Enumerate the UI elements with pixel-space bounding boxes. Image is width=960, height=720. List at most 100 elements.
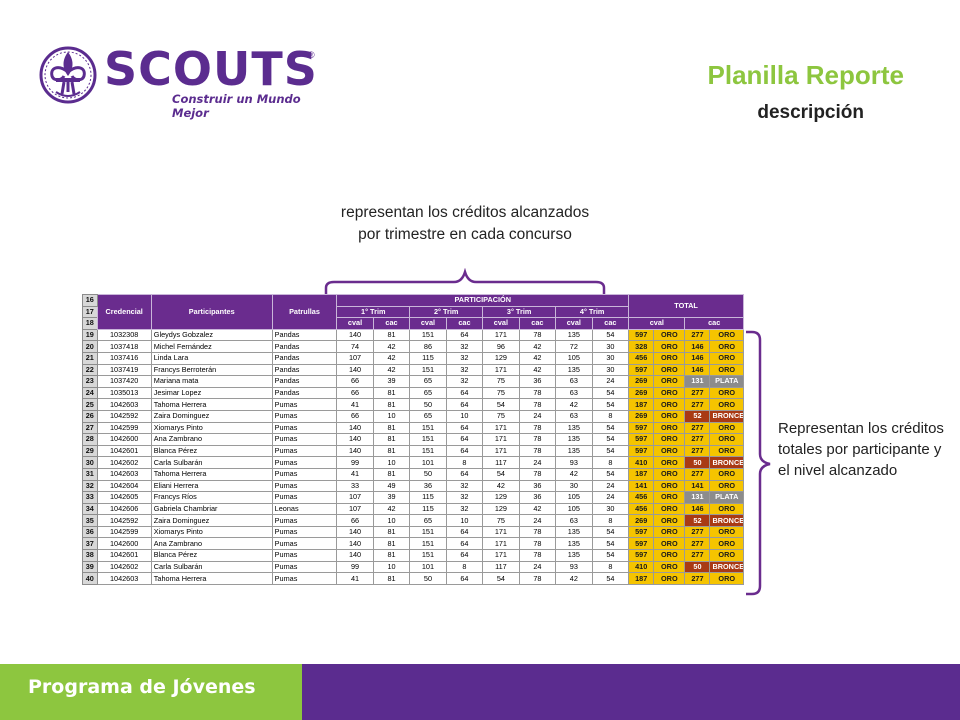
cell-credencial: 1035013: [96, 386, 152, 400]
cell-cval: 65: [409, 514, 447, 527]
cell-total-cac: 50: [684, 456, 711, 469]
cell-credencial: 1042599: [96, 421, 152, 435]
row-number: 22: [82, 363, 98, 377]
cell-cac: 10: [372, 560, 411, 574]
cell-total-cval: 597: [628, 433, 655, 446]
header-row: 18 cval cac cval cac cval cac cval cac c…: [82, 317, 744, 330]
cell-cac: 30: [591, 502, 630, 516]
cell-patrulla: Pumas: [271, 525, 338, 539]
cell-cval: 135: [555, 421, 593, 435]
cell-patrulla: Pumas: [271, 479, 338, 493]
table-row: 28 1042600 Ana Zambrano Pumas 140 81 151 64 171 7…: [82, 433, 744, 446]
table-row: 21 1037416 Linda Lara Pandas 107 42 115 32 129 42…: [82, 351, 744, 365]
table-row: 39 1042602 Carla Sulbarán Pumas 99 10 101 8 117 2…: [82, 560, 744, 574]
quarterly-credits-note: representan los créditos alcanzados por …: [340, 204, 590, 243]
cell-cval: 135: [555, 444, 593, 458]
cell-cac: 24: [518, 514, 557, 527]
cell-cac: 36: [518, 479, 557, 493]
cell-cval: 99: [336, 456, 374, 469]
cell-cac: 78: [518, 549, 557, 562]
cell-cval: 75: [482, 409, 520, 423]
cell-cac: 78: [518, 525, 557, 539]
registered-mark: ®: [308, 50, 315, 60]
cell-total-cac: 141: [684, 479, 711, 493]
cell-total-cval: 187: [628, 398, 655, 411]
cell-cval: 65: [409, 386, 447, 400]
cell-cac: 78: [518, 398, 557, 411]
column-header-trim-3: 3° Trim: [482, 305, 557, 319]
cell-total-cval: 456: [628, 502, 655, 516]
column-header-cac: cac: [445, 317, 484, 330]
cell-cval: 135: [555, 363, 593, 377]
cell-cval: 140: [336, 433, 374, 446]
cell-total-cac: 146: [684, 340, 711, 353]
cell-total-cval: 597: [628, 537, 655, 551]
row-number: 24: [82, 386, 98, 400]
table-row: 31 1042603 Tahoma Herrera Pumas 41 81 50 64 54 78…: [82, 467, 744, 481]
cell-total-cac: 277: [684, 421, 711, 435]
cell-level-cval: ORO: [653, 351, 686, 365]
cell-cval: 41: [336, 398, 374, 411]
cell-cval: 54: [482, 572, 520, 585]
table-row: 19 1032308 Gleydys Gobzalez Pandas 140 81 151 6…: [82, 328, 744, 342]
cell-participante: Ana Zambrano: [150, 433, 273, 446]
cell-participante: Ana Zambrano: [150, 537, 273, 551]
row-number: 37: [82, 537, 98, 551]
cell-level-cac: ORO: [709, 525, 744, 539]
cell-cval: 65: [409, 375, 447, 388]
cell-cac: 64: [445, 433, 484, 446]
cell-cval: 33: [336, 479, 374, 493]
cell-cval: 41: [336, 467, 374, 481]
row-number: 38: [82, 549, 98, 562]
scouts-logo: SCOUTS ® Construir un Mundo Mejor: [38, 42, 328, 120]
cell-cval: 54: [482, 467, 520, 481]
top-brace-icon: [324, 268, 606, 294]
table-row: 29 1042601 Blanca Pérez Pumas 140 81 151 64 171 7…: [82, 444, 744, 458]
cell-credencial: 1037416: [96, 351, 152, 365]
cell-participante: Blanca Pérez: [150, 549, 273, 562]
cell-cac: 30: [591, 363, 630, 377]
cell-participante: Gabriela Chambriar: [150, 502, 273, 516]
cell-cac: 78: [518, 537, 557, 551]
cell-total-cval: 456: [628, 491, 655, 504]
cell-patrulla: Pumas: [271, 549, 338, 562]
row-number: 40: [82, 572, 98, 585]
cell-cval: 171: [482, 444, 520, 458]
row-number: 21: [82, 351, 98, 365]
cell-patrulla: Pumas: [271, 560, 338, 574]
cell-total-cval: 328: [628, 340, 655, 353]
cell-cval: 135: [555, 537, 593, 551]
cell-cac: 54: [591, 421, 630, 435]
table-row: 27 1042599 Xiomarys Pinto Pumas 140 81 151 64 17…: [82, 421, 744, 435]
cell-cac: 8: [591, 560, 630, 574]
cell-level-cval: ORO: [653, 433, 686, 446]
cell-cac: 49: [372, 479, 411, 493]
cell-cac: 64: [445, 398, 484, 411]
cell-patrulla: Pandas: [271, 328, 338, 342]
cell-cval: 74: [336, 340, 374, 353]
cell-level-cac: BRONCE: [709, 514, 744, 527]
cell-cval: 140: [336, 421, 374, 435]
cell-cac: 81: [372, 525, 411, 539]
footer-label: Programa de Jóvenes: [28, 676, 256, 698]
cell-participante: Francys Ríos: [150, 491, 273, 504]
cell-total-cac: 146: [684, 363, 711, 377]
cell-cac: 30: [591, 351, 630, 365]
column-header-trim-4: 4° Trim: [555, 305, 630, 319]
cell-cac: 54: [591, 537, 630, 551]
cell-cval: 171: [482, 421, 520, 435]
cell-cval: 129: [482, 351, 520, 365]
cell-total-cval: 269: [628, 375, 655, 388]
cell-cval: 171: [482, 537, 520, 551]
table-row: 23 1037420 Mariana mata Pandas 66 39 65 32 75 36 6…: [82, 375, 744, 388]
cell-cac: 78: [518, 572, 557, 585]
cell-cac: 81: [372, 398, 411, 411]
cell-cval: 135: [555, 525, 593, 539]
cell-level-cval: ORO: [653, 479, 686, 493]
row-number: 30: [82, 456, 98, 469]
cell-total-cac: 277: [684, 433, 711, 446]
table-row: 26 1042592 Zaira Dominguez Pumas 66 10 65 10 75 2…: [82, 409, 744, 423]
cell-cac: 54: [591, 549, 630, 562]
cell-total-cval: 456: [628, 351, 655, 365]
cell-total-cac: 52: [684, 514, 711, 527]
